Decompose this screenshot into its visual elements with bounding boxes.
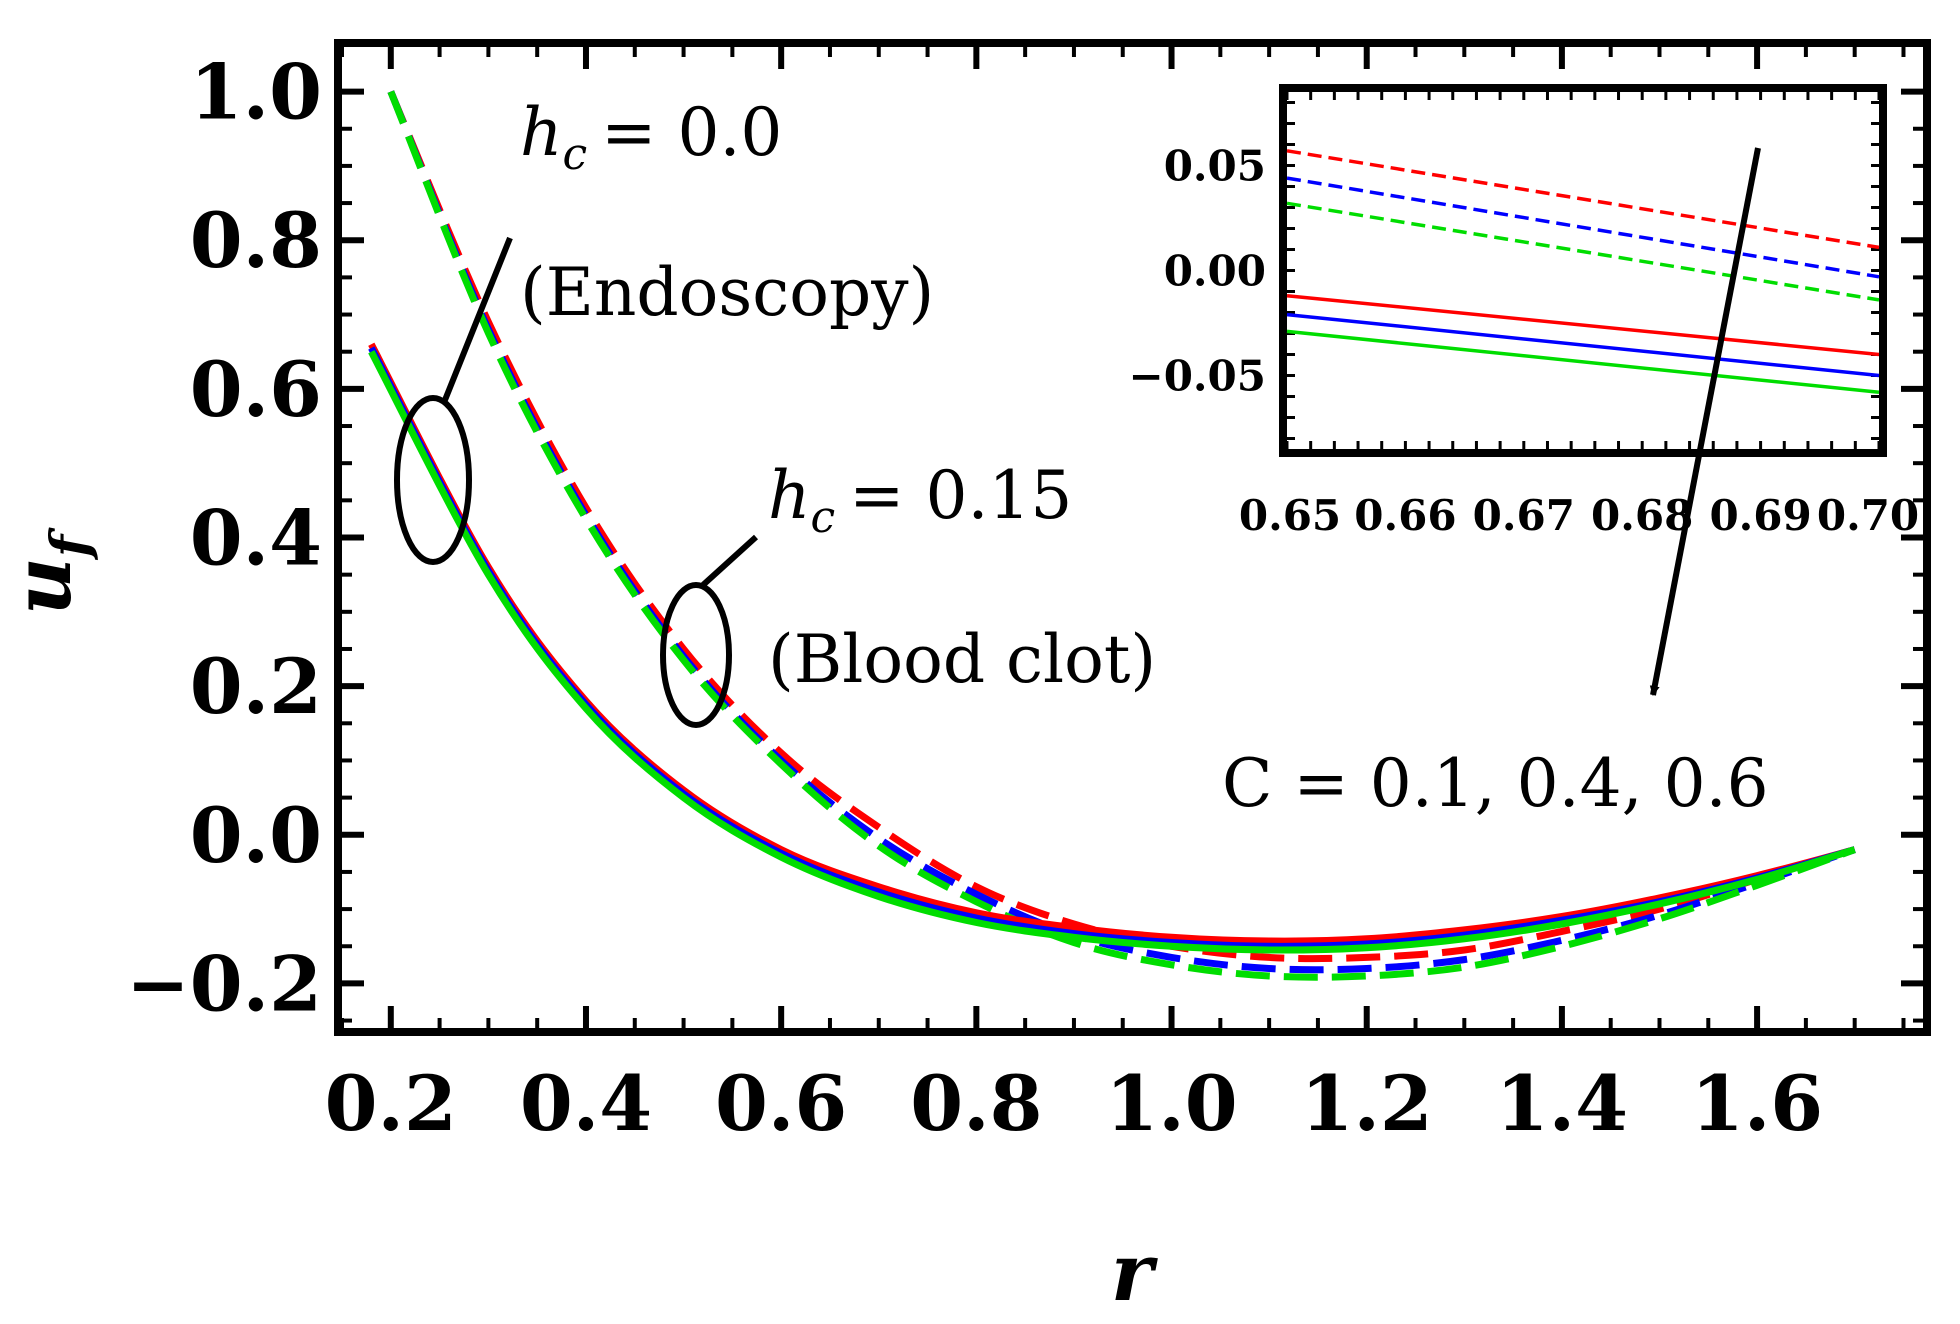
inset-x-tick-label: 0.70	[1817, 491, 1919, 540]
hc-zero-label: hc = 0.0	[520, 94, 782, 180]
inset-series-line-4	[1286, 312, 1880, 378]
inset-y-tick-label: −0.05	[1129, 352, 1266, 401]
y-tick-label: −0.2	[126, 939, 322, 1028]
endoscopy-label: (Endoscopy)	[520, 254, 934, 331]
inset-series-line-0	[1286, 149, 1880, 250]
x-tick-label: 1.4	[1496, 1059, 1628, 1148]
x-tick-label: 1.0	[1105, 1059, 1237, 1148]
hc-clot-label: hc = 0.15	[768, 457, 1072, 543]
inset-series-line-3	[1286, 293, 1880, 357]
blood-clot-label: (Blood clot)	[768, 621, 1156, 698]
inset-frame	[1279, 84, 1887, 457]
x-tick-label: 1.6	[1691, 1059, 1823, 1148]
endoscopy-leader-line	[442, 236, 513, 402]
y-tick-label: 0.2	[190, 642, 322, 731]
inset-x-tick-label: 0.69	[1709, 491, 1811, 540]
svg-text:uf: uf	[0, 527, 101, 615]
y-axis-title-symbol: u	[0, 557, 89, 615]
y-tick-label: 0.0	[190, 791, 322, 880]
inset-series	[1286, 149, 1880, 395]
inset-y-tick-label: 0.00	[1164, 247, 1266, 296]
inset-x-tick-label: 0.67	[1473, 491, 1575, 540]
x-tick-labels: 0.2 0.4 0.6 0.8 1.0 1.2 1.4 1.6	[325, 1059, 1824, 1148]
inset-series-line-5	[1286, 329, 1880, 395]
inset-y-tick-labels: 0.05 0.00 −0.05	[1129, 142, 1266, 401]
y-tick-label: 1.0	[190, 48, 322, 137]
x-tick-label: 1.2	[1301, 1059, 1433, 1148]
blood-clot-leader-line	[700, 534, 759, 588]
y-tick-label: 0.6	[190, 345, 322, 434]
inset-x-tick-label: 0.68	[1591, 491, 1693, 540]
main-series	[368, 90, 1856, 981]
endoscopy-group-ellipse	[394, 395, 472, 565]
x-tick-label: 0.8	[910, 1059, 1042, 1148]
x-tick-label: 0.2	[325, 1059, 457, 1148]
y-axis-title-subscript: f	[40, 527, 101, 561]
inset-x-tick-label: 0.66	[1354, 491, 1456, 540]
series-line-0	[387, 90, 1856, 963]
x-axis-title: r	[1111, 1225, 1158, 1319]
blood-clot-group-ellipse	[660, 582, 732, 728]
inset-plot: 0.65 0.66 0.67 0.68 0.69 0.70 0.05 0.00 −0.05	[1129, 84, 1919, 540]
y-tick-labels: −0.2 0.0 0.2 0.4 0.6 0.8 1.0	[126, 48, 322, 1029]
inset-y-tick-label: 0.05	[1164, 142, 1266, 191]
main-ticks	[340, 45, 1925, 1030]
inset-x-tick-labels: 0.65 0.66 0.67 0.68 0.69 0.70	[1239, 491, 1919, 540]
x-tick-label: 0.4	[520, 1059, 652, 1148]
inset-series-line-1	[1286, 176, 1880, 279]
y-tick-label: 0.8	[190, 196, 322, 285]
c-values-label: C = 0.1, 0.4, 0.6	[1222, 745, 1769, 822]
inset-ticks	[1285, 92, 1881, 449]
series-line-5	[368, 350, 1856, 954]
x-tick-label: 0.6	[715, 1059, 847, 1148]
c-direction-arrow	[1649, 147, 1761, 696]
inset-x-tick-label: 0.65	[1239, 491, 1341, 540]
inset-series-line-2	[1286, 201, 1880, 302]
y-axis-title: uf	[0, 527, 101, 615]
y-tick-label: 0.4	[190, 494, 322, 583]
